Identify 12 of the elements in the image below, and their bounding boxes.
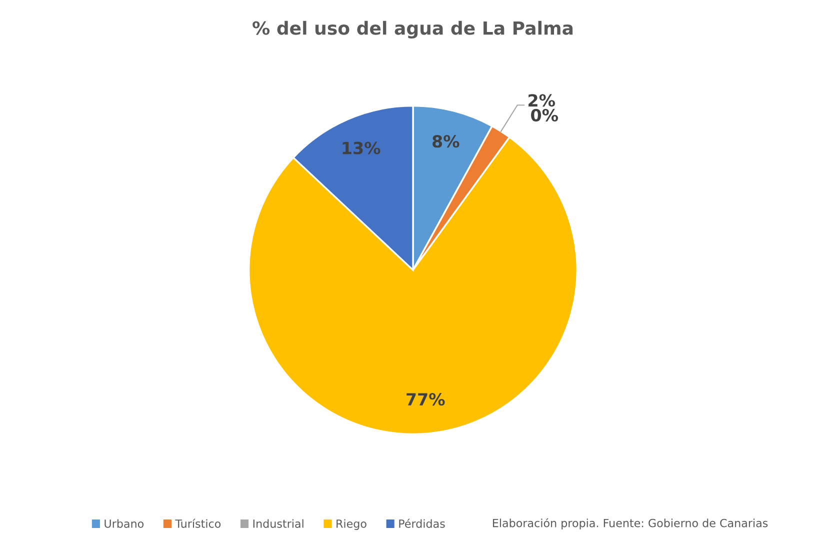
text: 0% xyxy=(531,108,558,122)
legend-label: Riego xyxy=(336,519,366,530)
text: Elaboración propia. Fuente: Gobierno de Canarias xyxy=(492,518,768,530)
legend-label: Turístico xyxy=(175,518,221,528)
data-label: 77% xyxy=(406,392,445,406)
data-label: 13% xyxy=(342,142,380,154)
legend-label: Industrial xyxy=(253,519,304,528)
legend-label: Pérdidas xyxy=(399,518,445,528)
data-label: 8% xyxy=(432,135,460,148)
legend-label: Urbano xyxy=(104,519,144,528)
data-label: 2% xyxy=(528,94,555,107)
chart-title: % del uso del agua de La Palma xyxy=(252,20,573,39)
